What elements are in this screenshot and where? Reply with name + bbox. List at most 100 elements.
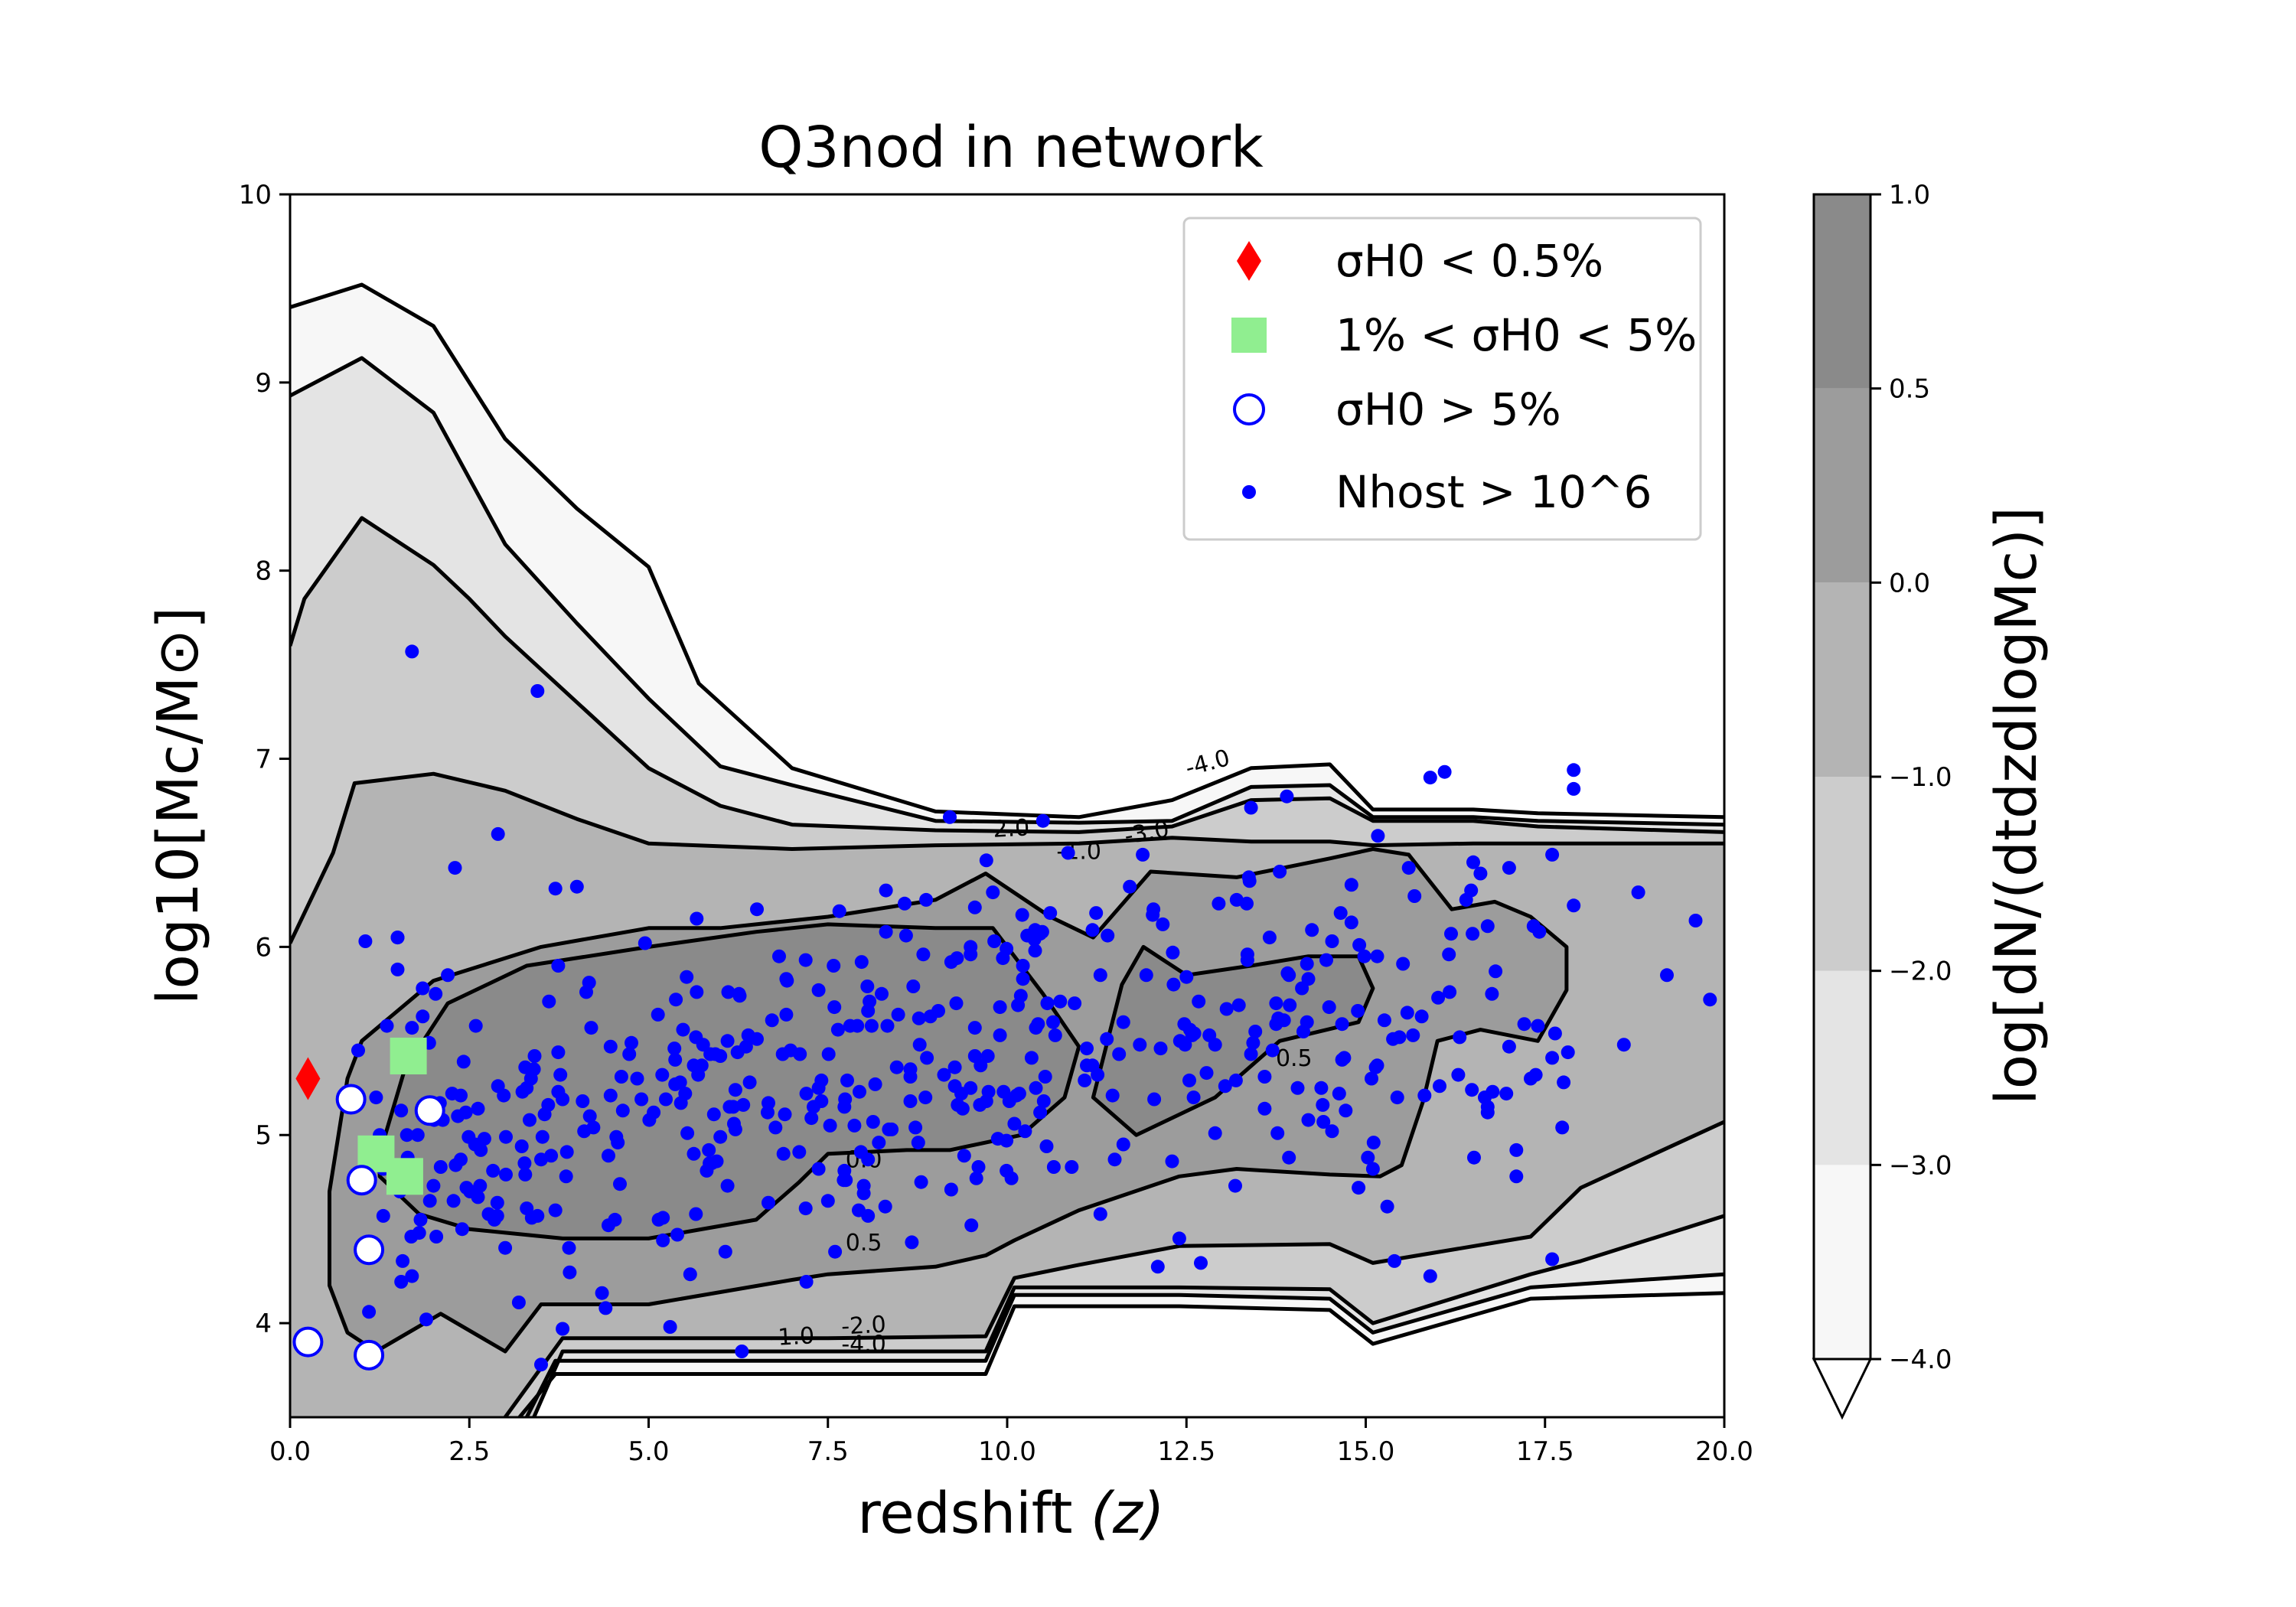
colorbar-tick-label: 1.0 — [1889, 180, 1930, 210]
host-point — [455, 1222, 469, 1237]
host-point — [673, 1096, 688, 1110]
host-point — [405, 644, 419, 659]
host-point — [1186, 1090, 1201, 1105]
host-point — [1352, 1181, 1366, 1195]
host-point — [993, 1000, 1007, 1015]
host-point — [486, 1163, 501, 1178]
host-point — [446, 1194, 461, 1208]
x-tick-label: 10.0 — [978, 1436, 1036, 1467]
host-point — [1107, 1152, 1122, 1167]
scatter-points — [351, 644, 1717, 1372]
host-point — [1172, 1231, 1186, 1246]
host-point — [739, 1039, 753, 1054]
host-point — [400, 1128, 414, 1143]
contour-label: -1.0 — [769, 1322, 815, 1351]
host-point — [912, 1038, 927, 1052]
host-point — [1179, 970, 1194, 984]
host-point — [1545, 847, 1560, 862]
host-point — [1557, 1075, 1571, 1090]
host-point — [732, 989, 747, 1003]
host-point — [1048, 1028, 1062, 1042]
colorbar-tick-label: −3.0 — [1889, 1150, 1952, 1181]
host-point — [523, 1071, 538, 1086]
colorbar-extend-arrow — [1812, 1358, 1873, 1420]
host-point — [899, 928, 913, 943]
host-point — [584, 1021, 598, 1035]
host-point — [1464, 883, 1479, 898]
legend-label: σH0 > 5% — [1336, 383, 1561, 435]
host-point — [405, 1269, 419, 1283]
open-circle-marker — [335, 1084, 367, 1115]
host-point — [1093, 968, 1107, 983]
host-point — [1035, 813, 1050, 828]
host-point — [1444, 927, 1458, 941]
host-point — [964, 947, 978, 962]
x-axis-label-variable: (z) — [1091, 1481, 1165, 1547]
host-point — [990, 1132, 1005, 1146]
contour-line — [328, 847, 1569, 1354]
host-point — [376, 1208, 390, 1223]
host-point — [1165, 1154, 1179, 1169]
host-point — [429, 1230, 444, 1244]
host-point — [1146, 908, 1160, 922]
host-point — [390, 931, 405, 945]
host-point — [832, 904, 846, 918]
host-point — [517, 1156, 532, 1171]
host-point — [1335, 1052, 1349, 1067]
host-point — [905, 1235, 919, 1250]
host-point — [908, 1120, 923, 1135]
contour-line — [1091, 944, 1375, 1137]
host-point — [454, 1152, 468, 1167]
host-point — [1016, 959, 1030, 973]
host-point — [1509, 1169, 1524, 1184]
host-point — [680, 1126, 695, 1140]
host-point — [898, 896, 912, 911]
host-point — [1002, 1094, 1016, 1108]
host-point — [720, 1034, 735, 1048]
host-point — [608, 1212, 622, 1227]
host-point — [1401, 861, 1416, 875]
host-point — [1231, 998, 1246, 1012]
host-point — [765, 1013, 779, 1028]
contour-label: -2.0 — [840, 1311, 886, 1340]
host-point — [1015, 908, 1029, 922]
colorbar-tick-label: −2.0 — [1889, 957, 1952, 987]
host-point — [868, 1077, 882, 1091]
host-point — [1257, 1101, 1272, 1116]
open-circle-marker — [414, 1095, 445, 1126]
y-tick-label: 7 — [255, 745, 272, 775]
host-point — [1229, 892, 1244, 907]
host-point — [1080, 1041, 1094, 1056]
host-point — [1423, 1269, 1437, 1283]
host-point — [1351, 1004, 1365, 1018]
host-point — [1219, 1002, 1234, 1016]
host-point — [551, 959, 566, 973]
host-point — [1380, 1199, 1394, 1214]
host-point — [1185, 1028, 1199, 1042]
host-point — [559, 1145, 574, 1159]
host-point — [1414, 1009, 1429, 1024]
host-point — [798, 1201, 813, 1216]
host-point — [957, 1149, 971, 1163]
host-point — [1567, 898, 1581, 913]
host-point — [1093, 1207, 1107, 1221]
contour-line — [290, 516, 1724, 834]
host-point — [613, 1177, 627, 1191]
host-point — [1339, 1103, 1353, 1118]
host-point — [410, 1128, 425, 1143]
contour-label: -2.0 — [984, 814, 1030, 843]
host-point — [609, 1129, 624, 1144]
host-point — [1194, 1256, 1208, 1270]
host-point — [576, 1094, 590, 1108]
host-point — [1136, 847, 1150, 862]
host-point — [798, 953, 813, 967]
host-point — [413, 1212, 428, 1227]
host-point — [563, 1265, 577, 1279]
host-point — [1178, 1038, 1192, 1052]
host-point — [603, 1088, 618, 1103]
host-point — [542, 994, 556, 1009]
x-tick-label: 20.0 — [1695, 1436, 1753, 1467]
host-point — [551, 1045, 566, 1060]
host-point — [1528, 1068, 1543, 1082]
host-point — [1480, 919, 1495, 934]
